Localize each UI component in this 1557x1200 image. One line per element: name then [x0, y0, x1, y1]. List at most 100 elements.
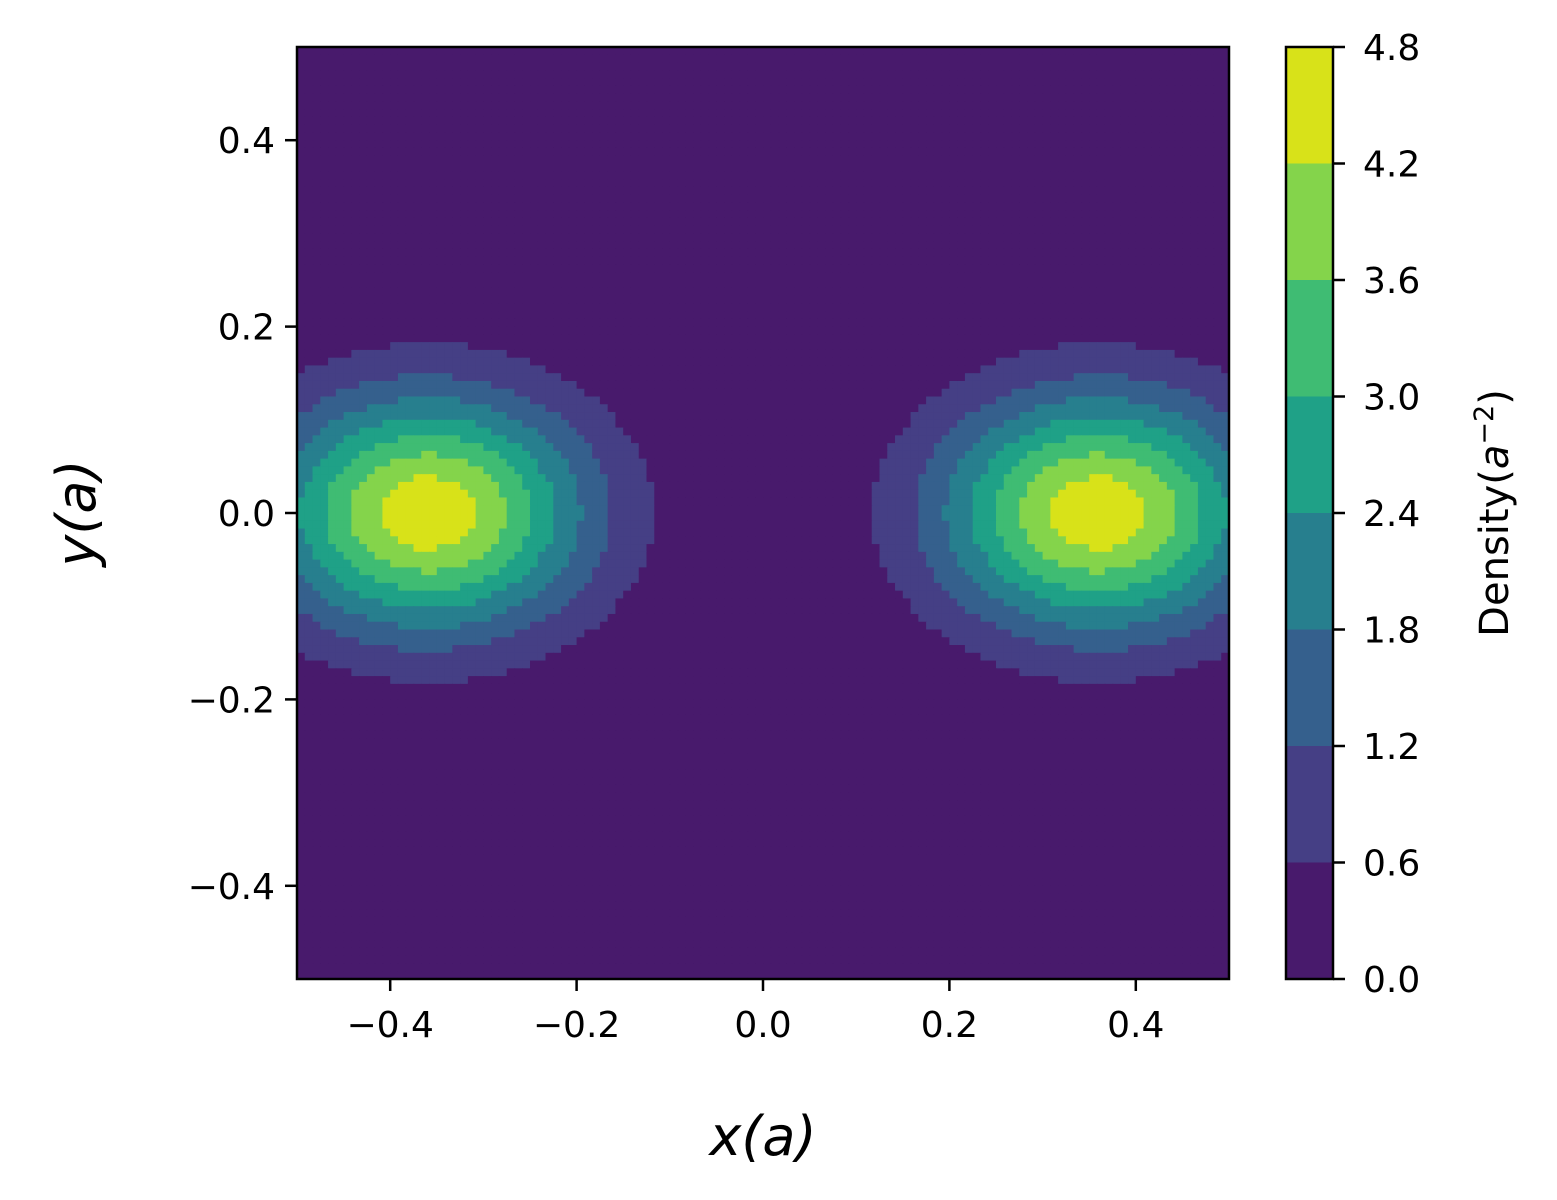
- contour-cell: [910, 194, 919, 203]
- contour-cell: [436, 140, 446, 149]
- contour-cell: [312, 124, 321, 134]
- contour-cell: [584, 171, 593, 180]
- contour-cell: [491, 311, 500, 320]
- contour-cell: [1135, 272, 1145, 281]
- contour-cell: [584, 326, 593, 335]
- contour-cell: [498, 342, 508, 351]
- contour-cell: [429, 349, 438, 359]
- contour-cell: [933, 194, 943, 203]
- contour-cell: [879, 62, 888, 71]
- contour-cell: [475, 124, 484, 134]
- contour-cell: [584, 272, 593, 281]
- contour-cell: [1081, 280, 1090, 289]
- contour-cell: [902, 248, 912, 258]
- contour-cell: [1159, 241, 1168, 250]
- contour-cell: [452, 179, 461, 188]
- contour-cell: [599, 109, 609, 118]
- contour-cell: [638, 287, 648, 297]
- contour-cell: [646, 54, 655, 64]
- contour-cell: [848, 93, 857, 102]
- contour-cell: [933, 62, 943, 71]
- contour-cell: [708, 311, 717, 320]
- contour-cell: [662, 155, 671, 165]
- contour-cell: [747, 225, 756, 234]
- contour-cell: [988, 70, 997, 79]
- contour-cell: [863, 287, 873, 297]
- contour-cell: [926, 186, 935, 196]
- contour-cell: [304, 163, 314, 172]
- contour-cell: [1065, 124, 1075, 134]
- contour-cell: [312, 248, 321, 258]
- contour-cell: [755, 171, 764, 180]
- contour-cell: [374, 318, 384, 328]
- contour-cell: [359, 116, 368, 126]
- contour-cell: [623, 334, 632, 343]
- contour-cell: [677, 217, 686, 227]
- contour-cell: [1096, 342, 1106, 351]
- contour-cell: [297, 318, 306, 328]
- contour-cell: [996, 287, 1005, 297]
- contour-cell: [1003, 47, 1013, 56]
- contour-cell: [1151, 256, 1160, 266]
- contour-cell: [1065, 78, 1075, 87]
- contour-cell: [1190, 233, 1199, 242]
- contour-cell: [561, 334, 570, 343]
- contour-cell: [498, 54, 508, 64]
- contour-cell: [460, 233, 469, 242]
- contour-cell: [561, 256, 570, 266]
- contour-cell: [366, 287, 376, 297]
- contour-cell: [1197, 264, 1207, 273]
- contour-cell: [840, 241, 850, 250]
- contour-cell: [390, 210, 399, 219]
- contour-cell: [693, 109, 702, 118]
- contour-cell: [522, 124, 531, 134]
- contour-cell: [397, 171, 407, 180]
- contour-cell: [436, 93, 446, 102]
- contour-cell: [646, 116, 655, 126]
- contour-cell: [817, 132, 826, 141]
- contour-cell: [475, 194, 484, 203]
- contour-cell: [677, 85, 686, 95]
- contour-cell: [568, 179, 578, 188]
- contour-cell: [584, 140, 593, 149]
- contour-cell: [483, 248, 492, 258]
- contour-cell: [1182, 256, 1191, 266]
- contour-cell: [444, 47, 453, 56]
- contour-cell: [530, 318, 539, 328]
- contour-cell: [592, 186, 601, 196]
- contour-cell: [584, 179, 593, 188]
- contour-cell: [941, 334, 950, 343]
- contour-cell: [856, 179, 865, 188]
- contour-cell: [693, 194, 702, 203]
- contour-cell: [607, 349, 617, 359]
- contour-cell: [1182, 349, 1191, 359]
- contour-cell: [778, 140, 787, 149]
- contour-cell: [972, 318, 982, 328]
- contour-cell: [887, 248, 896, 258]
- contour-cell: [801, 171, 811, 180]
- contour-cell: [1034, 295, 1044, 304]
- contour-cell: [755, 70, 764, 79]
- contour-cell: [801, 365, 811, 374]
- contour-cell: [460, 280, 469, 289]
- contour-cell: [840, 186, 850, 196]
- contour-cell: [747, 186, 756, 196]
- contour-cell: [716, 124, 725, 134]
- contour-cell: [297, 272, 306, 281]
- contour-cell: [545, 202, 554, 211]
- contour-cell: [770, 194, 780, 203]
- contour-cell: [863, 85, 873, 95]
- contour-cell: [1120, 256, 1129, 266]
- contour-cell: [685, 109, 694, 118]
- contour-cell: [421, 287, 430, 297]
- contour-cell: [320, 233, 329, 242]
- contour-cell: [988, 303, 997, 312]
- contour-cell: [1197, 147, 1207, 157]
- contour-cell: [475, 326, 484, 335]
- contour-cell: [475, 342, 484, 351]
- contour-cell: [654, 179, 663, 188]
- contour-cell: [902, 147, 912, 157]
- contour-cell: [832, 287, 842, 297]
- contour-cell: [832, 186, 842, 196]
- contour-cell: [522, 334, 531, 343]
